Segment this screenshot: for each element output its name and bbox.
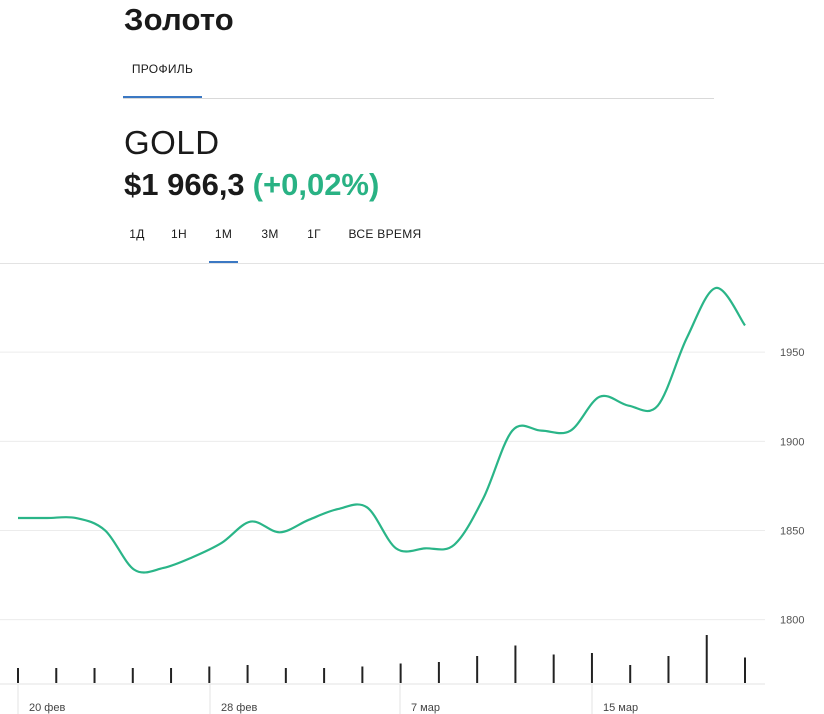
page-title: Золото	[124, 2, 234, 37]
tab-profile[interactable]: ПРОФИЛЬ	[123, 58, 202, 99]
range-3m[interactable]: 3М	[261, 227, 279, 241]
range-1m[interactable]: 1М	[209, 218, 238, 264]
y-tick-label: 1950	[780, 347, 804, 359]
x-tick-label: 7 мар	[411, 702, 440, 714]
range-1d[interactable]: 1Д	[129, 227, 145, 241]
y-tick-label: 1900	[780, 436, 804, 448]
price-value: $1 966,3	[124, 167, 245, 202]
ticker-symbol: GOLD	[124, 124, 220, 161]
x-tick-label: 28 фев	[221, 702, 257, 714]
y-tick-label: 1800	[780, 615, 804, 627]
x-tick-label: 20 фев	[29, 702, 65, 714]
x-tick-label: 15 мар	[603, 702, 638, 714]
y-tick-label: 1850	[780, 526, 804, 538]
range-all-time[interactable]: ВСЕ ВРЕМЯ	[348, 227, 422, 241]
price-change: (+0,02%)	[252, 167, 380, 202]
price-line	[18, 286, 746, 574]
chart-top-border	[0, 263, 824, 264]
tabs-divider	[123, 98, 714, 99]
range-1y[interactable]: 1Г	[307, 227, 321, 241]
range-1w[interactable]: 1Н	[171, 227, 187, 241]
price-row: $1 966,3 (+0,02%)	[124, 167, 379, 203]
